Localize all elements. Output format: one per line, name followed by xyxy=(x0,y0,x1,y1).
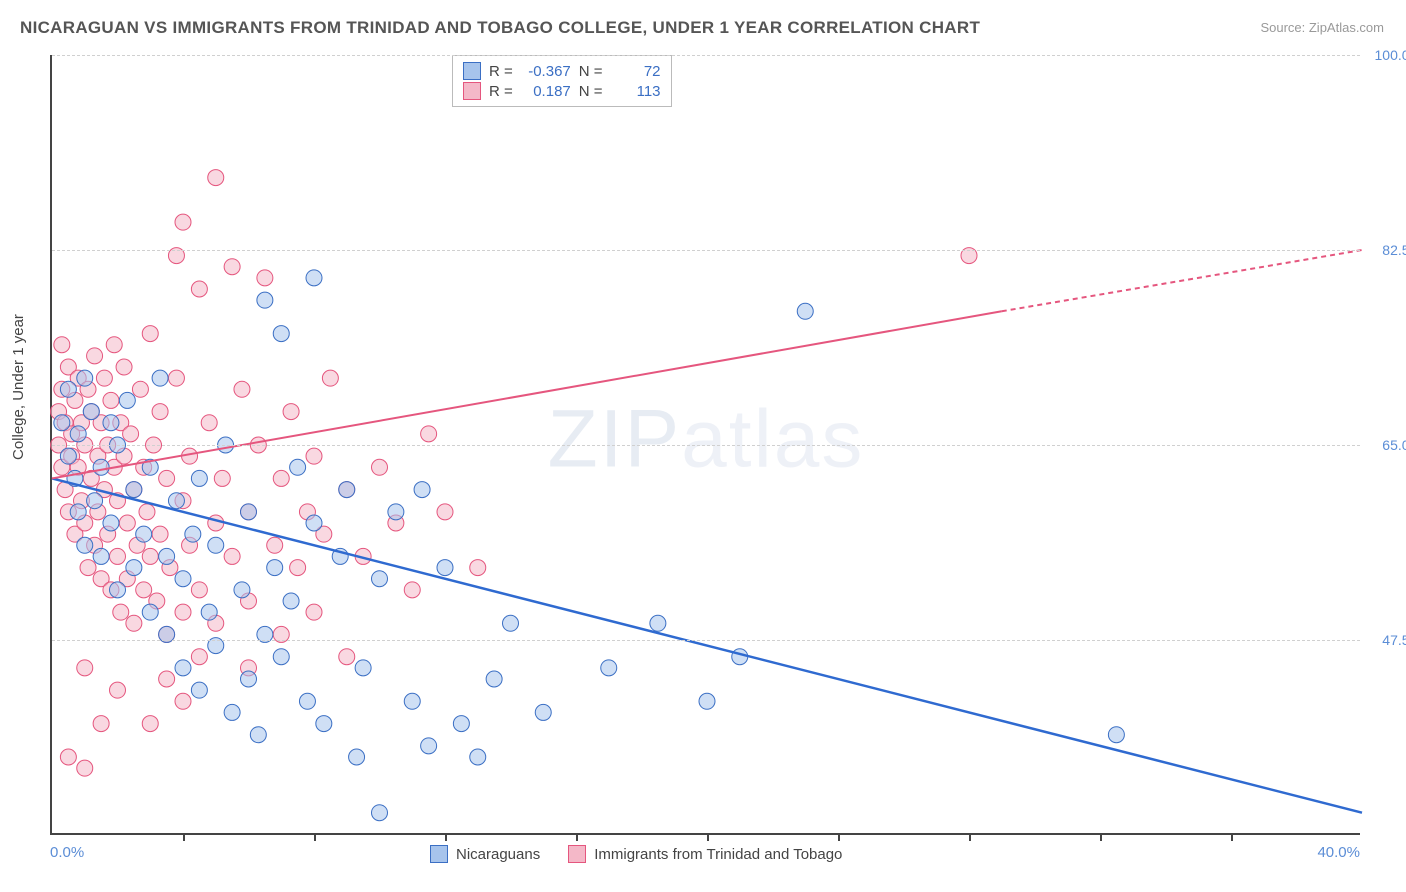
bottom-legend: Nicaraguans Immigrants from Trinidad and… xyxy=(430,845,842,863)
legend-swatch-2 xyxy=(568,845,586,863)
y-axis-label: College, Under 1 year xyxy=(10,314,27,460)
x-axis-max-label: 40.0% xyxy=(1317,844,1360,861)
legend-label-2: Immigrants from Trinidad and Tobago xyxy=(594,846,842,863)
chart-title: NICARAGUAN VS IMMIGRANTS FROM TRINIDAD A… xyxy=(20,18,980,38)
swatch-series-2 xyxy=(463,82,481,100)
y-tick-label: 82.5% xyxy=(1367,242,1406,258)
plot-svg xyxy=(52,55,1360,833)
source-name: ZipAtlas.com xyxy=(1309,20,1384,35)
r-label-2: R = xyxy=(489,83,513,100)
n-value-2: 113 xyxy=(611,83,661,100)
n-label-2: N = xyxy=(579,83,603,100)
stats-row-1: R = -0.367 N = 72 xyxy=(463,61,661,81)
n-label-1: N = xyxy=(579,63,603,80)
source-prefix: Source: xyxy=(1260,20,1308,35)
n-value-1: 72 xyxy=(611,63,661,80)
r-value-2: 0.187 xyxy=(521,83,571,100)
stats-row-2: R = 0.187 N = 113 xyxy=(463,81,661,101)
legend-item-2: Immigrants from Trinidad and Tobago xyxy=(568,845,842,863)
r-label-1: R = xyxy=(489,63,513,80)
y-tick-label: 47.5% xyxy=(1367,632,1406,648)
stats-legend-box: R = -0.367 N = 72 R = 0.187 N = 113 xyxy=(452,55,672,107)
y-tick-label: 100.0% xyxy=(1367,47,1406,63)
plot-area: ZIPatlas R = -0.367 N = 72 R = 0.187 N =… xyxy=(50,55,1360,835)
source-label: Source: ZipAtlas.com xyxy=(1260,20,1384,35)
y-tick-label: 65.0% xyxy=(1367,437,1406,453)
r-value-1: -0.367 xyxy=(521,63,571,80)
legend-label-1: Nicaraguans xyxy=(456,846,540,863)
chart-container: NICARAGUAN VS IMMIGRANTS FROM TRINIDAD A… xyxy=(0,0,1406,892)
x-axis-min-label: 0.0% xyxy=(50,844,84,861)
swatch-series-1 xyxy=(463,62,481,80)
legend-item-1: Nicaraguans xyxy=(430,845,540,863)
legend-swatch-1 xyxy=(430,845,448,863)
